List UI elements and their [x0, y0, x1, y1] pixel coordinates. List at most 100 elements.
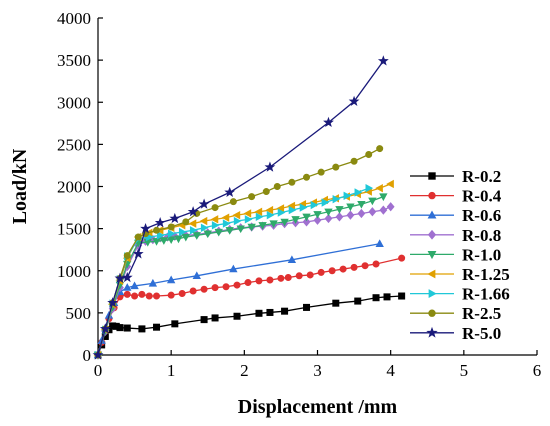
data-point: [221, 213, 230, 222]
legend-label: R-0.2: [462, 167, 501, 186]
axes: 0 500 1000 1500 2000 2500 3000 3500 4000 0 1 2 3 4 5 6: [57, 9, 541, 380]
data-point: [398, 292, 406, 300]
data-point: [157, 231, 165, 240]
data-point: [379, 205, 388, 215]
data-point: [281, 307, 289, 315]
x-tick-label: 1: [167, 361, 176, 380]
x-tick-label: 4: [386, 361, 395, 380]
series-line: [97, 243, 380, 356]
data-point: [200, 285, 208, 293]
data-point: [200, 316, 208, 324]
data-point: [248, 193, 256, 201]
data-point: [295, 272, 303, 280]
data-point: [377, 55, 389, 66]
data-point: [365, 183, 374, 193]
data-point: [182, 218, 190, 226]
data-point: [265, 205, 274, 215]
data-point: [192, 232, 201, 240]
data-point: [148, 278, 158, 287]
data-point: [328, 267, 336, 275]
data-point: [266, 210, 275, 220]
data-point: [428, 289, 437, 299]
data-point: [368, 207, 377, 217]
data-point: [116, 324, 124, 332]
data-point: [167, 223, 175, 231]
data-point: [375, 239, 384, 247]
data-point: [121, 271, 133, 283]
legend-entry: R-0.2: [410, 167, 501, 186]
data-point: [332, 299, 340, 307]
data-point: [324, 208, 333, 217]
data-point: [427, 269, 436, 279]
y-tick-label: 3000: [57, 93, 91, 112]
y-tick-label: 500: [66, 304, 92, 323]
series-line: [97, 206, 391, 356]
data-point: [167, 229, 176, 238]
data-point: [302, 217, 311, 227]
data-point: [189, 226, 198, 235]
series-R-0.2: [94, 292, 406, 359]
data-point: [211, 204, 219, 212]
data-point: [178, 289, 186, 297]
data-point: [134, 233, 142, 241]
data-point: [313, 215, 322, 225]
data-point: [192, 271, 201, 279]
data-point: [254, 207, 263, 216]
data-point: [178, 227, 187, 237]
data-point: [262, 188, 270, 196]
data-point: [264, 161, 276, 172]
data-point: [138, 290, 146, 298]
data-point: [233, 312, 241, 320]
data-point: [288, 178, 296, 186]
data-point: [123, 283, 132, 291]
data-point: [232, 210, 241, 220]
data-point: [130, 281, 139, 290]
data-point: [303, 303, 311, 311]
data-point: [368, 197, 377, 206]
data-point: [277, 274, 285, 282]
data-point: [372, 260, 380, 268]
data-point: [324, 213, 333, 224]
y-tick-label: 1500: [57, 220, 91, 239]
data-point: [92, 349, 104, 360]
data-point: [335, 206, 344, 214]
y-tick-label: 3500: [57, 51, 91, 70]
series-R-1.0: [93, 193, 388, 360]
x-tick-label: 0: [94, 361, 103, 380]
x-tick-label: 6: [533, 361, 542, 380]
data-point: [277, 208, 286, 217]
data-point: [346, 203, 355, 212]
data-point: [169, 212, 181, 224]
data-point: [383, 293, 391, 301]
data-point: [244, 215, 253, 224]
data-point: [222, 219, 231, 228]
legend-label: R-0.6: [462, 206, 501, 225]
data-point: [427, 251, 437, 260]
series-R-0.4: [94, 254, 406, 359]
data-point: [244, 279, 252, 287]
data-point: [428, 172, 436, 180]
legend-label: R-1.25: [462, 265, 510, 284]
legend-entry: R-0.8: [410, 226, 501, 245]
y-tick-label: 2500: [57, 135, 91, 154]
data-point: [123, 290, 131, 298]
x-tick-label: 2: [240, 361, 249, 380]
data-point: [386, 202, 395, 212]
data-point: [350, 263, 358, 271]
legend-entry: R-2.5: [410, 304, 501, 323]
data-point: [225, 227, 234, 235]
data-point: [243, 209, 252, 218]
data-point: [332, 163, 340, 171]
data-point: [214, 228, 223, 237]
data-point: [255, 277, 263, 285]
data-point: [188, 219, 197, 228]
data-point: [428, 191, 436, 200]
data-point: [323, 116, 334, 128]
data-point: [247, 223, 256, 232]
data-point: [187, 206, 199, 217]
data-point: [255, 309, 263, 317]
data-point: [280, 218, 289, 227]
legend-label: R-0.4: [462, 187, 502, 206]
legend-label: R-1.66: [462, 285, 510, 304]
